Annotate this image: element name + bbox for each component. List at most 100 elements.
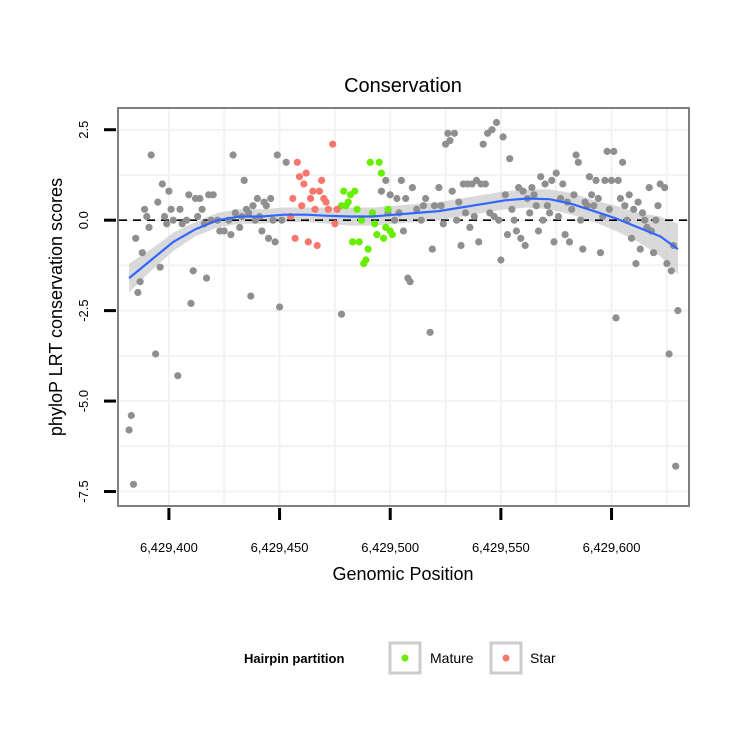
legend-label-mature: Mature (430, 650, 474, 666)
point-other (537, 173, 545, 181)
plot-area (117, 107, 690, 507)
x-tick-label: 6,429,550 (472, 540, 530, 555)
point-other (158, 180, 166, 188)
point-other (196, 194, 204, 203)
point-other (601, 176, 609, 184)
point-other (430, 202, 439, 210)
point-other (495, 216, 503, 224)
y-axis: 2.5 0.0 -2.5 -5.0 -7.5 (76, 121, 116, 503)
point-other (156, 263, 164, 271)
point-other (503, 231, 512, 239)
point-star (309, 187, 317, 195)
point-other (481, 180, 489, 188)
point-other (258, 227, 266, 235)
y-tick-label: -2.5 (76, 299, 91, 321)
point-other (610, 147, 618, 155)
point-other (630, 205, 638, 213)
point-other (592, 176, 600, 184)
point-other (386, 191, 394, 199)
point-other (439, 220, 447, 228)
point-mature (388, 231, 396, 239)
point-other (596, 249, 605, 257)
point-other (625, 191, 633, 199)
point-other (497, 256, 505, 264)
point-other (271, 238, 279, 246)
point-other (546, 209, 554, 217)
point-other (437, 202, 445, 210)
point-star (289, 194, 297, 203)
point-star (313, 241, 321, 250)
point-other (577, 216, 585, 224)
point-other (470, 212, 478, 221)
point-other (501, 191, 509, 199)
point-other (183, 216, 191, 224)
point-other (528, 184, 536, 192)
legend-title: Hairpin partition (244, 651, 344, 666)
point-other (621, 202, 629, 210)
legend-key-mature-dot (401, 654, 409, 662)
point-other (264, 234, 273, 242)
point-other (262, 202, 270, 210)
y-tick-label: -7.5 (76, 480, 91, 502)
point-other (539, 216, 547, 224)
point-other (634, 198, 642, 206)
grid-lines (119, 109, 688, 505)
point-other (209, 191, 217, 199)
point-star (295, 173, 304, 181)
point-mature (344, 198, 352, 206)
point-mature (357, 216, 365, 224)
point-star (331, 220, 339, 228)
point-other (652, 216, 660, 224)
point-other (588, 191, 596, 199)
point-other (548, 176, 556, 184)
point-other (550, 238, 558, 246)
legend-key-mature-box (388, 641, 422, 675)
y-tick-label: -5.0 (76, 390, 91, 412)
point-other (457, 241, 465, 250)
point-mature (368, 209, 377, 217)
legend-key-star-dot (502, 654, 510, 662)
point-other (665, 350, 673, 358)
point-mature (355, 238, 363, 246)
point-other (163, 220, 171, 228)
x-axis-title: Genomic Position (332, 564, 473, 584)
point-other (466, 223, 474, 231)
point-other (417, 216, 425, 224)
point-other (377, 187, 385, 195)
point-other (450, 129, 458, 137)
point-other (517, 234, 525, 242)
point-other (202, 274, 211, 282)
point-other (282, 158, 290, 166)
point-mature (384, 205, 392, 213)
point-other (455, 198, 463, 206)
point-other (594, 194, 602, 203)
legend: Hairpin partition Mature Star (244, 641, 556, 675)
point-other (160, 212, 169, 221)
point-mature (373, 231, 381, 239)
point-other (129, 480, 138, 488)
point-other (154, 198, 162, 206)
point-other (337, 310, 346, 318)
smooth-curve (128, 197, 679, 279)
point-other (426, 328, 434, 336)
point-other (614, 176, 622, 184)
point-star (311, 205, 319, 213)
point-other (627, 234, 636, 242)
point-other (672, 462, 680, 470)
point-mature (351, 187, 359, 195)
point-other (559, 180, 567, 188)
y-tick-label: 2.5 (76, 121, 91, 139)
point-other (245, 209, 253, 217)
point-star (324, 205, 332, 213)
point-other (570, 191, 578, 199)
point-other (189, 267, 197, 275)
point-other (174, 372, 182, 380)
point-other (194, 212, 202, 221)
point-other (574, 158, 582, 166)
point-other (227, 231, 235, 239)
point-other (147, 151, 155, 159)
point-other (448, 187, 456, 195)
y-axis-title: phyloP LRT conservation scores (46, 178, 66, 436)
point-other (488, 126, 496, 134)
point-other (519, 187, 527, 195)
